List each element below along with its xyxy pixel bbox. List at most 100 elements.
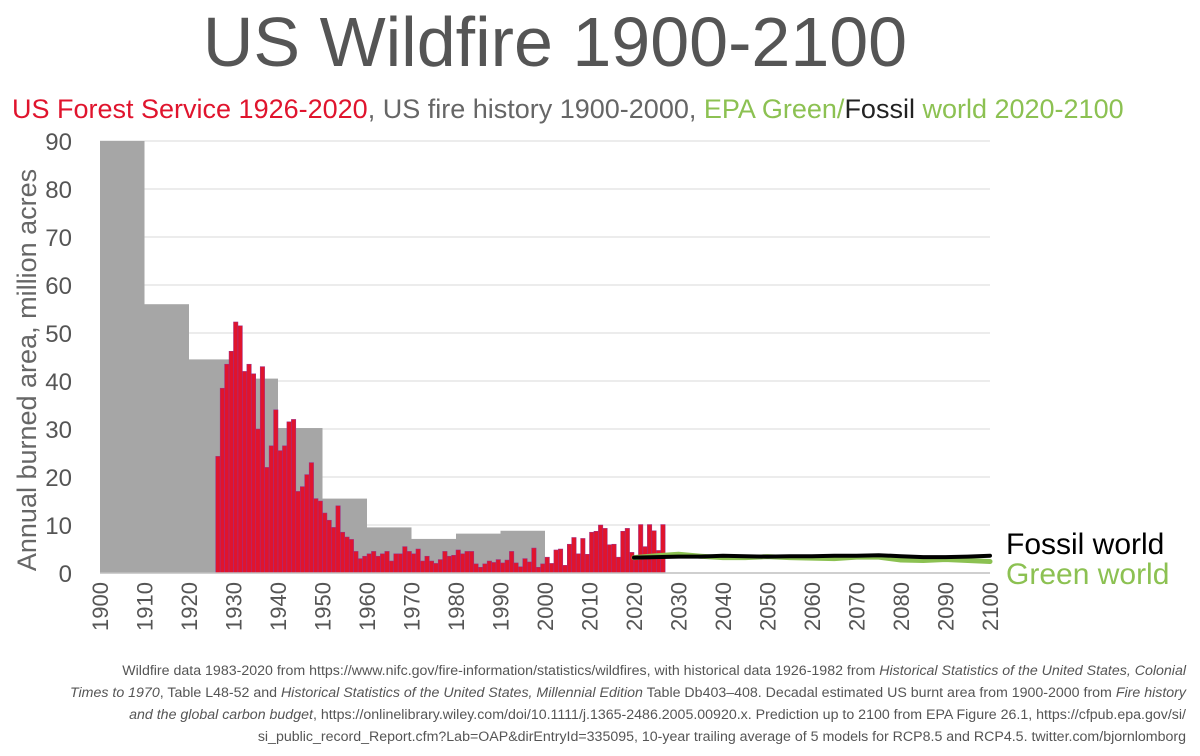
annual-bar xyxy=(526,561,532,574)
annual-bar xyxy=(607,544,612,574)
subtitle-part: EPA Green/ xyxy=(703,94,845,124)
annual-bar xyxy=(518,566,523,574)
x-tick-label: 1950 xyxy=(311,582,336,631)
annual-bar xyxy=(215,456,221,574)
annual-bar xyxy=(237,325,243,574)
annual-bar xyxy=(602,528,608,574)
source-text: , Table L48-52 and xyxy=(159,685,281,701)
x-tick-label: 1990 xyxy=(489,582,514,631)
annual-bar xyxy=(567,543,572,574)
annual-bar xyxy=(473,563,479,574)
y-tick-label: 50 xyxy=(45,321,72,348)
annual-bar xyxy=(433,563,439,574)
annual-bar xyxy=(455,549,461,574)
source-line: Times to 1970, Table L48-52 and Historic… xyxy=(26,682,1186,704)
annual-bar xyxy=(624,528,630,574)
annual-bar xyxy=(647,524,653,574)
x-tick-label: 1910 xyxy=(133,582,158,631)
annual-bar xyxy=(308,462,314,574)
annual-bar xyxy=(277,450,283,574)
annual-bar xyxy=(442,551,448,574)
annual-bar xyxy=(348,539,354,574)
annual-bar xyxy=(228,350,234,574)
source-text: Historical Statistics of the United Stat… xyxy=(280,685,643,701)
annual-bar xyxy=(504,559,510,574)
annual-bar xyxy=(313,498,319,574)
annual-bar xyxy=(259,366,265,574)
annual-bar xyxy=(397,553,403,574)
annual-bar xyxy=(446,555,452,574)
x-tick-label: 2040 xyxy=(711,582,736,631)
annual-bar xyxy=(593,530,599,574)
source-note: Wildfire data 1983-2020 from https://www… xyxy=(26,660,1186,748)
annual-bar xyxy=(420,560,426,574)
annual-bar xyxy=(469,551,475,574)
annual-bar xyxy=(406,551,412,574)
annual-bar xyxy=(273,409,279,574)
annual-bar xyxy=(660,524,666,574)
annual-bar xyxy=(562,565,568,574)
source-text: Wildfire data 1983-2020 from https://www… xyxy=(122,663,880,679)
decadal-bar xyxy=(144,304,189,573)
annual-bar xyxy=(304,474,310,574)
x-tick-label: 2100 xyxy=(978,582,1003,631)
x-tick-label: 2080 xyxy=(889,582,914,631)
annual-bar xyxy=(571,537,577,574)
annual-bar xyxy=(344,536,350,574)
y-tick-label: 90 xyxy=(45,129,72,156)
annual-bar xyxy=(340,531,345,574)
annual-bar xyxy=(224,363,230,574)
chart-title: US Wildfire 1900-2100 xyxy=(202,3,908,81)
annual-bar xyxy=(424,555,430,574)
annual-bar xyxy=(246,363,252,574)
annual-bar xyxy=(331,527,337,574)
annual-bar xyxy=(353,551,359,574)
y-tick-label: 70 xyxy=(45,225,72,252)
x-tick-label: 2000 xyxy=(533,582,558,631)
annual-bar xyxy=(415,548,421,574)
annual-bar xyxy=(513,562,519,574)
source-line: Wildfire data 1983-2020 from https://www… xyxy=(26,660,1186,682)
x-tick-label: 2050 xyxy=(756,582,781,631)
annual-bar xyxy=(598,524,604,574)
annual-bar xyxy=(584,554,590,574)
annual-bar xyxy=(242,371,248,574)
y-tick-label: 60 xyxy=(45,273,72,300)
annual-bar xyxy=(393,553,399,574)
annual-bar xyxy=(295,491,301,574)
annual-bar xyxy=(380,553,386,574)
annual-bar xyxy=(460,553,466,574)
y-tick-label: 0 xyxy=(59,561,72,588)
subtitle-part: Fossil xyxy=(844,94,915,124)
annual-bar xyxy=(375,555,381,574)
source-text: Times to 1970 xyxy=(69,685,160,701)
fossil-world-line xyxy=(632,553,992,560)
annual-bar xyxy=(651,530,657,574)
annual-bar xyxy=(535,566,541,574)
subtitle-part: US Forest Service 1926-2020 xyxy=(12,94,368,124)
annual-bar xyxy=(233,321,239,574)
y-tick-label: 80 xyxy=(45,177,72,204)
annual-bar xyxy=(286,421,292,574)
x-tick-label: 2060 xyxy=(800,582,825,631)
annual-bar xyxy=(491,562,497,574)
annual-bar xyxy=(553,549,559,574)
source-line: and the global carbon budget, https://on… xyxy=(26,704,1186,726)
source-line: si_public_record_Report.cfm?Lab=OAP&dirE… xyxy=(26,726,1186,748)
annual-bar xyxy=(478,566,483,574)
annual-bar xyxy=(544,556,550,574)
annual-bar xyxy=(437,559,443,574)
annual-bar xyxy=(326,519,332,574)
decadal-bar xyxy=(100,141,145,573)
annual-bar xyxy=(251,373,257,574)
fossil-world-label: Fossil world xyxy=(1006,528,1164,561)
projection-lines xyxy=(631,551,993,564)
annual-bar xyxy=(357,558,363,574)
annual-bar xyxy=(219,387,225,574)
x-tick-label: 1900 xyxy=(88,582,113,631)
x-tick-label: 1930 xyxy=(222,582,247,631)
y-tick-label: 30 xyxy=(45,417,72,444)
source-text: si_public_record_Report.cfm?Lab=OAP&dirE… xyxy=(257,729,1186,745)
subtitle-part: world 2020-2100 xyxy=(914,94,1124,124)
